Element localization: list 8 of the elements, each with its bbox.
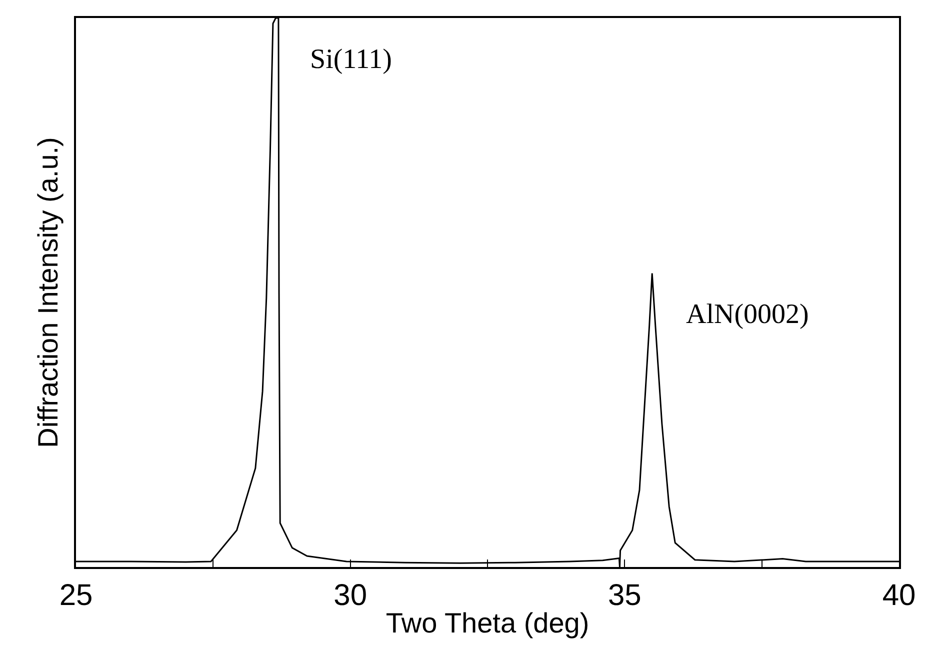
annotation: AlN(0002) — [686, 299, 809, 330]
annotation: Si(111) — [310, 44, 392, 75]
x-axis-title: Two Theta (deg) — [386, 607, 590, 638]
x-tick-label: 30 — [334, 578, 368, 612]
x-tick-label: 25 — [59, 578, 93, 612]
x-tick-label: 35 — [608, 578, 642, 612]
x-tick-label: 40 — [882, 578, 916, 612]
y-axis-title: Diffraction Intensity (a.u.) — [32, 137, 64, 448]
